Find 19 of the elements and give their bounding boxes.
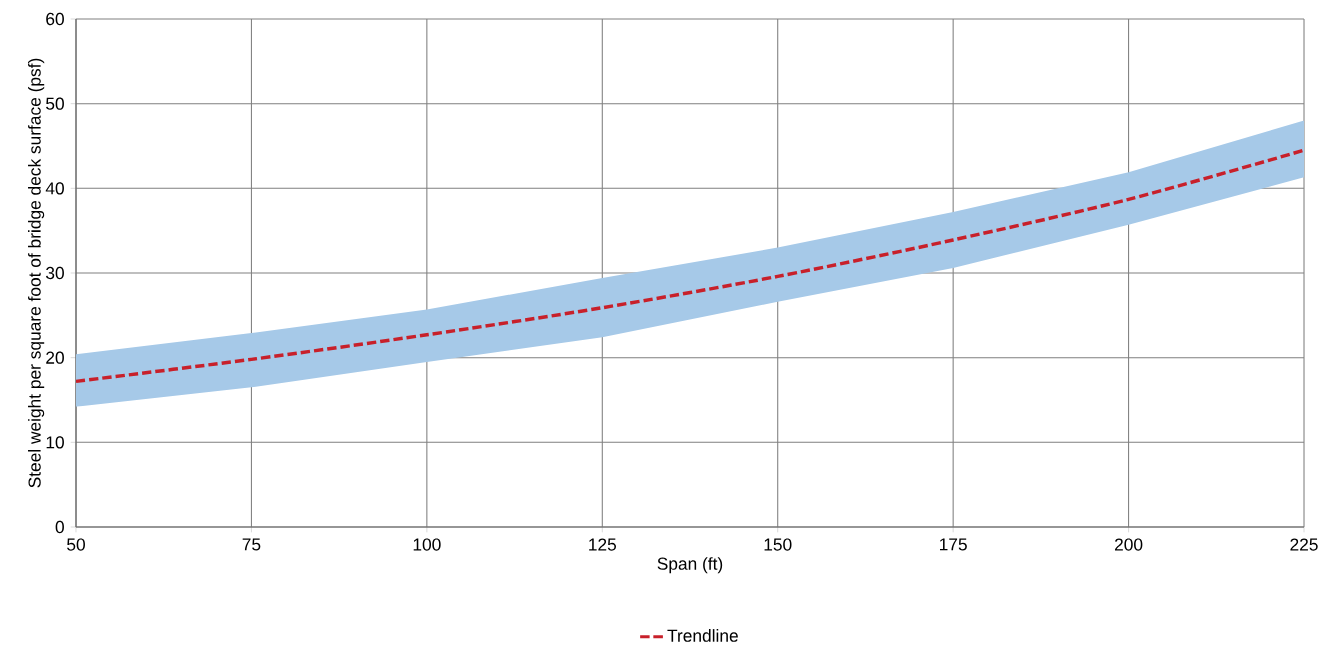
- x-tick-label: 200: [1115, 538, 1143, 551]
- x-tick-label: 100: [413, 538, 441, 551]
- y-tick-label: 10: [46, 436, 64, 449]
- x-tick-label: 125: [589, 538, 617, 551]
- y-tick-label: 0: [55, 520, 64, 534]
- y-tick-label: 60: [46, 12, 64, 26]
- y-tick-label: 40: [45, 182, 64, 195]
- legend-label: Trendline: [667, 629, 738, 642]
- x-tick-label: 150: [764, 538, 792, 551]
- y-tick-label: 20: [46, 351, 64, 364]
- x-tick-label: 75: [242, 538, 261, 551]
- x-tick-label: 50: [67, 538, 85, 551]
- y-axis-title: Steel weight per square foot of bridge deck surface (psf): [28, 58, 45, 488]
- line-series: [76, 148, 1305, 384]
- x-tick-label: 175: [940, 538, 967, 551]
- y-tick-label: 50: [46, 97, 64, 110]
- x-tick-label: 225: [1290, 538, 1318, 551]
- x-axis-title: Span (ft): [657, 557, 723, 574]
- y-tick-label: 30: [46, 266, 64, 280]
